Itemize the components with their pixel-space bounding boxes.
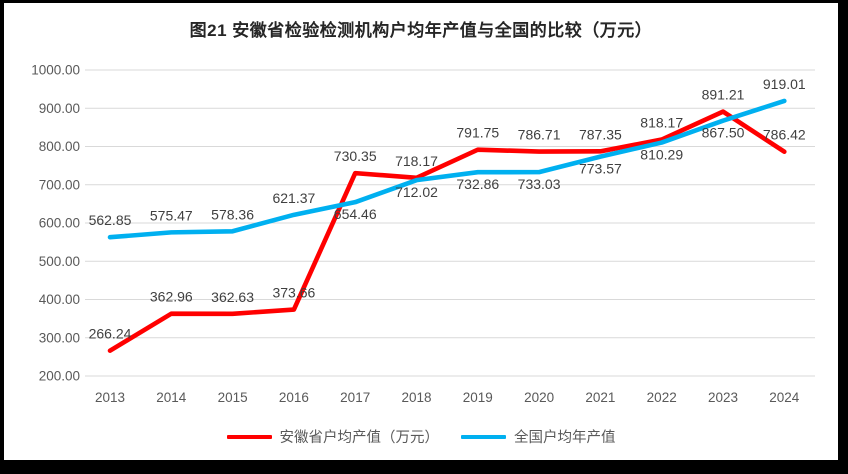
chart-canvas: 图21 安徽省检验检测机构户均年产值与全国的比较（万元） 200.00 300.0… (4, 3, 838, 460)
line-chart-plot: 200.00 300.00 400.00 500.00 600.00 700.00 800.… (31, 63, 815, 405)
data-label-series-1: 654.46 (334, 206, 377, 222)
data-label-series-1: 578.36 (211, 206, 254, 222)
data-label-series-1: 867.50 (702, 125, 745, 141)
y-axis-tick-label: 800.00 (39, 139, 80, 154)
legend-label-anhui: 安徽省户均产值（万元） (279, 430, 440, 446)
series-line-0 (107, 109, 787, 353)
x-axis-tick-label: 2022 (647, 390, 677, 405)
data-label-series-1: 733.03 (518, 176, 561, 192)
x-axis-tick-label: 2024 (769, 390, 800, 405)
legend-item-national: 全国户均年产值 (461, 426, 616, 447)
legend-line-swatch-blue (461, 434, 506, 439)
y-axis-tick-label: 600.00 (39, 216, 80, 231)
x-axis-tick-label: 2019 (463, 390, 493, 405)
x-axis-tick-label: 2014 (156, 390, 187, 405)
x-axis-tick-label: 2018 (401, 390, 431, 405)
x-axis-tick-label: 2013 (95, 390, 125, 405)
x-axis-tick-label: 2017 (340, 390, 370, 405)
legend: 安徽省户均产值（万元） 全国户均年产值 (4, 426, 838, 447)
y-axis-tick-label: 700.00 (39, 177, 80, 192)
data-label-series-0: 786.71 (518, 127, 561, 143)
data-label-series-0: 787.35 (579, 126, 622, 142)
data-label-series-0: 718.17 (395, 153, 438, 169)
legend-line-swatch-red (226, 434, 272, 439)
data-label-series-0: 266.24 (89, 326, 132, 342)
data-label-series-0: 818.17 (640, 115, 683, 131)
x-axis-tick-label: 2015 (218, 390, 248, 405)
y-axis-tick-label: 1000.00 (31, 63, 80, 78)
x-axis-tick-label: 2023 (708, 390, 738, 405)
y-axis-tick-label: 900.00 (39, 101, 80, 116)
x-axis-tick-label: 2016 (279, 390, 309, 405)
data-label-series-1: 575.47 (150, 207, 193, 223)
series-line-1 (107, 98, 787, 240)
x-axis-tick-label: 2020 (524, 390, 554, 405)
x-axis-tick-label: 2021 (585, 390, 615, 405)
y-axis-tick-label: 500.00 (39, 254, 80, 269)
legend-item-anhui: 安徽省户均产值（万元） (226, 426, 440, 447)
data-label-series-1: 732.86 (456, 176, 499, 192)
data-label-series-0: 373.66 (272, 285, 315, 301)
legend-label-national: 全国户均年产值 (514, 430, 616, 446)
y-axis-tick-label: 200.00 (39, 369, 80, 384)
chart-title: 图21 安徽省检验检测机构户均年产值与全国的比较（万元） (189, 21, 653, 40)
y-axis-tick-label: 400.00 (39, 292, 80, 307)
data-label-series-1: 562.85 (89, 212, 132, 228)
data-label-series-0: 730.35 (334, 148, 377, 164)
data-label-series-1: 773.57 (579, 161, 622, 177)
data-label-series-1: 712.02 (395, 184, 438, 200)
y-axis-tick-label: 300.00 (39, 330, 80, 345)
data-label-series-0: 891.21 (702, 87, 745, 103)
data-label-series-0: 791.75 (456, 125, 499, 141)
data-label-series-0: 362.96 (150, 289, 193, 305)
data-label-series-1: 621.37 (272, 190, 315, 206)
data-label-series-0: 362.63 (211, 289, 254, 305)
data-label-series-1: 919.01 (763, 76, 806, 92)
data-label-series-1: 810.29 (640, 147, 683, 163)
data-label-series-0: 786.42 (763, 127, 806, 143)
